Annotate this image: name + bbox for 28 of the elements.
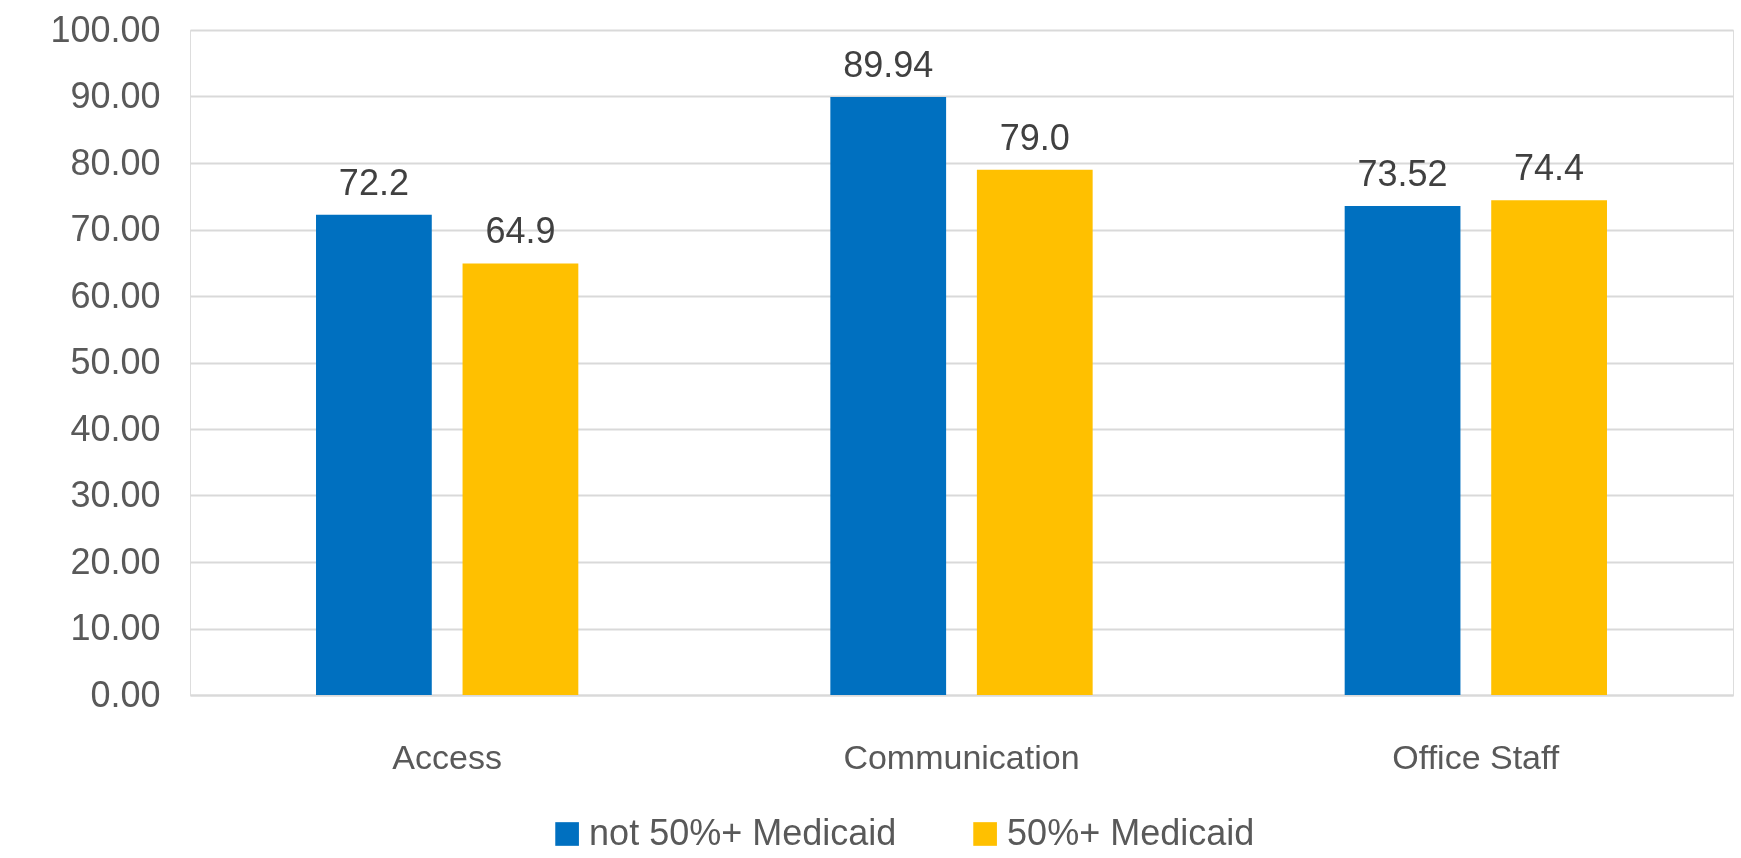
y-tick-label: 90.00 [70,75,161,116]
data-label: 72.2 [338,161,409,203]
bar [976,169,1093,695]
x-tick-label: Office Staff [1392,737,1560,776]
y-tick-label: 20.00 [70,540,161,582]
x-tick-label: Access [392,737,502,776]
data-label: 73.52 [1357,153,1448,195]
bar [830,96,947,695]
bar [1491,200,1607,695]
y-tick-label: 10.00 [70,607,161,648]
bar [316,214,432,695]
y-tick-label: 60.00 [70,274,161,316]
data-label: 89.94 [843,43,934,85]
data-label: 64.9 [485,210,556,252]
y-tick-label: 40.00 [70,407,161,449]
y-tick-label: 30.00 [70,474,161,515]
bar [462,263,579,695]
legend-label: not 50%+ Medicaid [589,812,897,853]
data-label: 79.0 [999,116,1070,158]
data-label: 74.4 [1514,147,1585,189]
x-tick-label: Communication [843,737,1080,776]
legend-label: 50%+ Medicaid [1007,812,1255,853]
y-tick-label: 80.00 [70,141,161,183]
bar [1344,206,1461,695]
y-tick-label: 100.00 [50,8,161,50]
y-tick-label: 70.00 [70,208,161,249]
y-tick-label: 0.00 [90,673,161,715]
y-tick-label: 50.00 [70,341,161,382]
